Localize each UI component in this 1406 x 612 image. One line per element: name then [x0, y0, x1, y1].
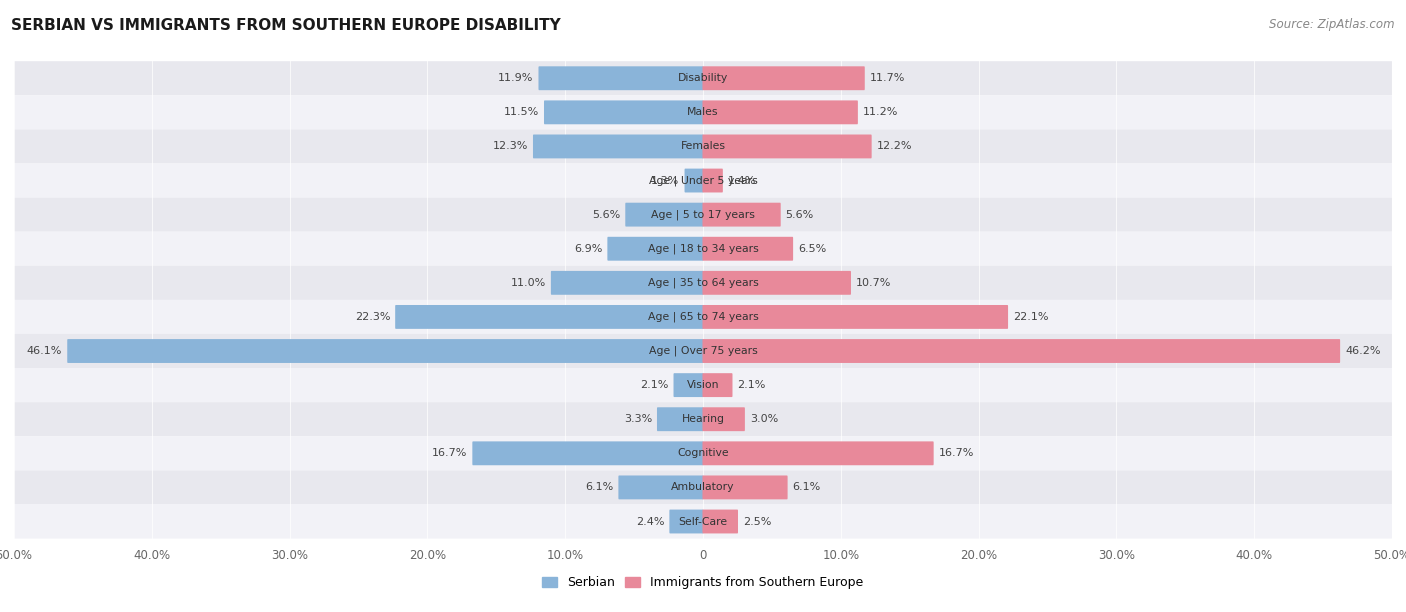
Text: 6.1%: 6.1%	[585, 482, 613, 493]
Text: Males: Males	[688, 107, 718, 118]
FancyBboxPatch shape	[551, 271, 703, 295]
Text: 3.0%: 3.0%	[749, 414, 778, 424]
FancyBboxPatch shape	[657, 408, 703, 431]
FancyBboxPatch shape	[14, 198, 1392, 232]
FancyBboxPatch shape	[703, 168, 723, 192]
FancyBboxPatch shape	[669, 510, 703, 534]
FancyBboxPatch shape	[533, 135, 703, 159]
Text: Age | 35 to 64 years: Age | 35 to 64 years	[648, 278, 758, 288]
Text: Source: ZipAtlas.com: Source: ZipAtlas.com	[1270, 18, 1395, 31]
Text: 16.7%: 16.7%	[939, 449, 974, 458]
FancyBboxPatch shape	[703, 237, 793, 261]
Text: 2.4%: 2.4%	[636, 517, 665, 526]
FancyBboxPatch shape	[538, 66, 703, 90]
FancyBboxPatch shape	[703, 305, 1008, 329]
FancyBboxPatch shape	[673, 373, 703, 397]
Text: Cognitive: Cognitive	[678, 449, 728, 458]
FancyBboxPatch shape	[703, 339, 1340, 363]
FancyBboxPatch shape	[472, 441, 703, 465]
FancyBboxPatch shape	[14, 300, 1392, 334]
Text: 5.6%: 5.6%	[592, 210, 620, 220]
FancyBboxPatch shape	[703, 66, 865, 90]
Legend: Serbian, Immigrants from Southern Europe: Serbian, Immigrants from Southern Europe	[537, 572, 869, 594]
FancyBboxPatch shape	[67, 339, 703, 363]
FancyBboxPatch shape	[685, 168, 703, 192]
FancyBboxPatch shape	[14, 266, 1392, 300]
FancyBboxPatch shape	[703, 100, 858, 124]
FancyBboxPatch shape	[703, 203, 780, 226]
FancyBboxPatch shape	[14, 504, 1392, 539]
Text: Females: Females	[681, 141, 725, 151]
Text: 2.5%: 2.5%	[742, 517, 772, 526]
FancyBboxPatch shape	[703, 408, 745, 431]
Text: Age | Under 5 years: Age | Under 5 years	[648, 175, 758, 186]
Text: 11.2%: 11.2%	[863, 107, 898, 118]
Text: 10.7%: 10.7%	[856, 278, 891, 288]
Text: 46.2%: 46.2%	[1346, 346, 1381, 356]
FancyBboxPatch shape	[703, 271, 851, 295]
FancyBboxPatch shape	[703, 135, 872, 159]
FancyBboxPatch shape	[14, 471, 1392, 504]
FancyBboxPatch shape	[14, 163, 1392, 198]
Text: Ambulatory: Ambulatory	[671, 482, 735, 493]
FancyBboxPatch shape	[14, 334, 1392, 368]
Text: 6.5%: 6.5%	[799, 244, 827, 254]
Text: 11.0%: 11.0%	[510, 278, 546, 288]
Text: Self-Care: Self-Care	[679, 517, 727, 526]
FancyBboxPatch shape	[14, 436, 1392, 471]
Text: 3.3%: 3.3%	[624, 414, 652, 424]
Text: 2.1%: 2.1%	[738, 380, 766, 390]
FancyBboxPatch shape	[14, 61, 1392, 95]
Text: Age | 5 to 17 years: Age | 5 to 17 years	[651, 209, 755, 220]
FancyBboxPatch shape	[619, 476, 703, 499]
Text: 12.3%: 12.3%	[492, 141, 529, 151]
Text: 12.2%: 12.2%	[876, 141, 912, 151]
Text: SERBIAN VS IMMIGRANTS FROM SOUTHERN EUROPE DISABILITY: SERBIAN VS IMMIGRANTS FROM SOUTHERN EURO…	[11, 18, 561, 34]
Text: Age | Over 75 years: Age | Over 75 years	[648, 346, 758, 356]
Text: 11.7%: 11.7%	[870, 73, 905, 83]
FancyBboxPatch shape	[14, 402, 1392, 436]
Text: 46.1%: 46.1%	[27, 346, 62, 356]
Text: Disability: Disability	[678, 73, 728, 83]
Text: 1.4%: 1.4%	[728, 176, 756, 185]
Text: 11.5%: 11.5%	[503, 107, 538, 118]
FancyBboxPatch shape	[14, 95, 1392, 129]
FancyBboxPatch shape	[544, 100, 703, 124]
Text: 22.1%: 22.1%	[1012, 312, 1049, 322]
Text: 5.6%: 5.6%	[786, 210, 814, 220]
FancyBboxPatch shape	[14, 368, 1392, 402]
Text: 6.9%: 6.9%	[574, 244, 602, 254]
Text: 6.1%: 6.1%	[793, 482, 821, 493]
FancyBboxPatch shape	[626, 203, 703, 226]
FancyBboxPatch shape	[703, 441, 934, 465]
Text: 11.9%: 11.9%	[498, 73, 533, 83]
Text: Age | 18 to 34 years: Age | 18 to 34 years	[648, 244, 758, 254]
Text: Hearing: Hearing	[682, 414, 724, 424]
Text: 16.7%: 16.7%	[432, 449, 467, 458]
Text: 22.3%: 22.3%	[354, 312, 391, 322]
FancyBboxPatch shape	[703, 510, 738, 534]
FancyBboxPatch shape	[395, 305, 703, 329]
Text: Age | 65 to 74 years: Age | 65 to 74 years	[648, 312, 758, 322]
Text: Vision: Vision	[686, 380, 720, 390]
FancyBboxPatch shape	[703, 476, 787, 499]
FancyBboxPatch shape	[607, 237, 703, 261]
FancyBboxPatch shape	[14, 232, 1392, 266]
FancyBboxPatch shape	[14, 129, 1392, 163]
FancyBboxPatch shape	[703, 373, 733, 397]
Text: 1.3%: 1.3%	[651, 176, 679, 185]
Text: 2.1%: 2.1%	[640, 380, 669, 390]
